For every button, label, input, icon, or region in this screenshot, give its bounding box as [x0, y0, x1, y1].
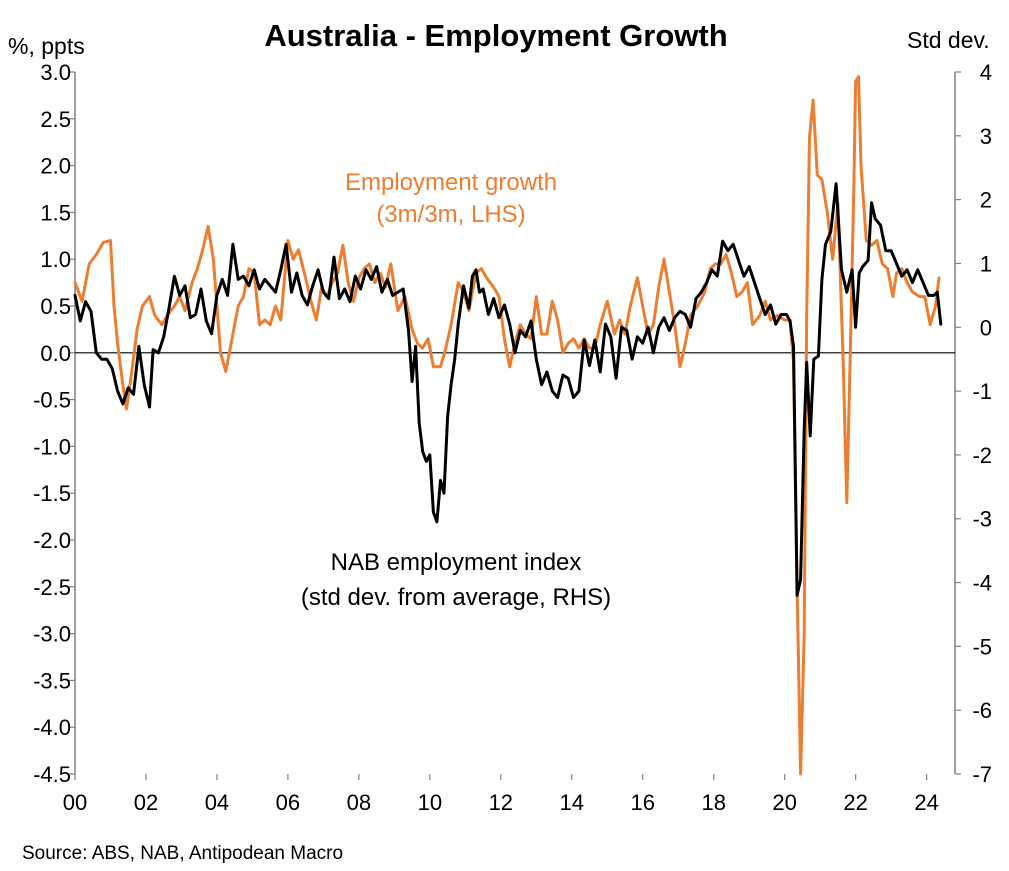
- y-right-tick-label: 4: [980, 60, 992, 85]
- y-left-tick-label: -4.5: [33, 762, 71, 787]
- y-left-tick-label: -3.0: [33, 622, 71, 647]
- y-right-ticks: 4 3 2 1 0 -1 -2 -3 -4 -5 -6 -7: [955, 60, 992, 787]
- y-left-tick-label: 0.0: [40, 341, 71, 366]
- x-tick-label: 06: [276, 790, 300, 815]
- x-tick-label: 14: [560, 790, 584, 815]
- y-right-tick-label: -7: [972, 762, 992, 787]
- x-ticks: 00 02 04 06 08 10 12 14 16 18 20 22 24: [63, 774, 939, 815]
- y-right-tick-label: -1: [972, 379, 992, 404]
- y-left-tick-label: -1.0: [33, 434, 71, 459]
- x-tick-label: 04: [205, 790, 229, 815]
- y-left-tick-label: -4.0: [33, 715, 71, 740]
- y-right-tick-label: -5: [972, 634, 992, 659]
- y-left-tick-label: 0.5: [40, 294, 71, 319]
- chart-title: Australia - Employment Growth: [264, 18, 727, 53]
- y-right-tick-label: 2: [980, 188, 992, 213]
- y-right-tick-label: -6: [972, 698, 992, 723]
- source-note: Source: ABS, NAB, Antipodean Macro: [22, 843, 343, 864]
- x-tick-label: 20: [772, 790, 796, 815]
- y-left-tick-label: 2.5: [40, 107, 71, 132]
- series-layer: [73, 75, 943, 776]
- y-left-tick-label: -0.5: [33, 388, 71, 413]
- y-right-tick-label: 1: [980, 251, 992, 276]
- y-right-tick-label: -4: [972, 571, 992, 596]
- x-tick-label: 08: [347, 790, 371, 815]
- x-tick-label: 02: [134, 790, 158, 815]
- y-right-axis-label: Std dev.: [907, 27, 990, 53]
- y-right-tick-label: -2: [972, 443, 992, 468]
- nab-series-label-line2: (std dev. from average, RHS): [301, 584, 611, 611]
- y-left-tick-label: 1.0: [40, 247, 71, 272]
- employment-growth-line: [73, 75, 941, 776]
- x-tick-label: 18: [701, 790, 725, 815]
- x-tick-label: 24: [914, 790, 938, 815]
- nab-series-label-line1: NAB employment index: [331, 549, 582, 576]
- y-left-tick-label: 1.5: [40, 200, 71, 225]
- employment-series-label-line1: Employment growth: [345, 169, 557, 196]
- x-tick-label: 12: [489, 790, 513, 815]
- y-left-axis-label: %, ppts: [8, 33, 85, 59]
- y-left-tick-label: -2.5: [33, 575, 71, 600]
- x-tick-label: 10: [418, 790, 442, 815]
- y-right-tick-label: 0: [980, 315, 992, 340]
- y-left-tick-label: 3.0: [40, 60, 71, 85]
- y-left-tick-label: -1.5: [33, 481, 71, 506]
- y-left-ticks: 3.0 2.5 2.0 1.5 1.0 0.5 0.0 -0.5 -1.0 -1.5 -2.0 -2.…: [33, 60, 75, 787]
- x-tick-label: 22: [843, 790, 867, 815]
- y-right-tick-label: -3: [972, 507, 992, 532]
- employment-series-label-line2: (3m/3m, LHS): [376, 201, 525, 228]
- nab-employment-index-line: [73, 182, 943, 597]
- x-tick-label: 00: [63, 790, 87, 815]
- y-left-tick-label: -3.5: [33, 668, 71, 693]
- y-left-tick-label: 2.0: [40, 154, 71, 179]
- y-left-tick-label: -2.0: [33, 528, 71, 553]
- x-tick-label: 16: [630, 790, 654, 815]
- y-right-tick-label: 3: [980, 124, 992, 149]
